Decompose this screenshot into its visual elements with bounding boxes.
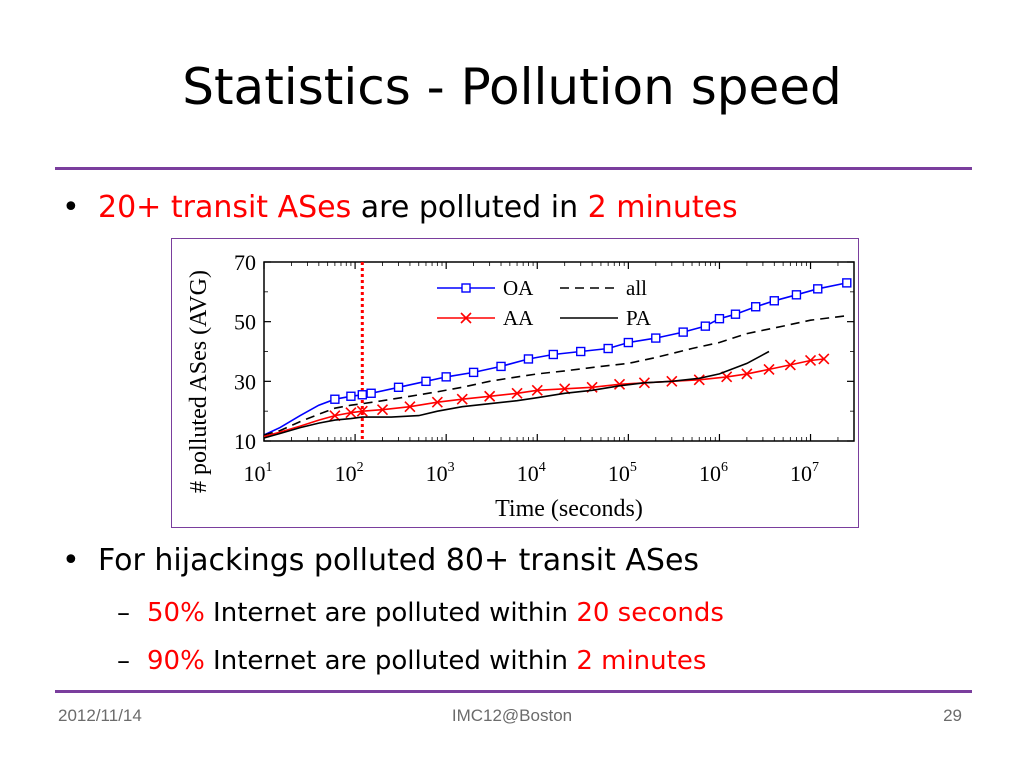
- legend-label-aa: AA: [503, 306, 534, 330]
- page-number: 29: [943, 706, 962, 725]
- sub-bullet-2: –90% Internet are polluted within 2 minu…: [117, 646, 706, 676]
- bullet-1: • 20+ transit ASes are polluted in 2 minu…: [62, 190, 738, 225]
- data-point-oa: [651, 333, 661, 343]
- x-tick-label: 105: [608, 460, 637, 486]
- data-point-oa: [468, 367, 479, 378]
- footer-venue: IMC12@Boston: [451, 706, 573, 725]
- bullet-symbol: •: [62, 190, 80, 225]
- bullet-2: • For hijackings polluted 80+ transit ASe…: [62, 543, 699, 578]
- chart-frame: 101 102 103 104 105 106 107 10 30 50 70 Time (secon…: [171, 238, 859, 528]
- sub-bullet-1-run-2: Internet are polluted within: [204, 598, 577, 628]
- series-line-all: [263, 314, 847, 436]
- sub-bullet-1-run-1: 50%: [147, 598, 205, 628]
- x-tick-label: 101: [244, 460, 273, 486]
- x-tick-label: 104: [517, 460, 546, 486]
- data-point-aa: [721, 371, 733, 383]
- y-tick-label: 30: [234, 369, 256, 394]
- sub-bullet-symbol: –: [117, 646, 130, 676]
- legend-label-oa: OA: [503, 276, 534, 300]
- data-point-oa: [730, 309, 741, 319]
- data-point-aa: [329, 410, 341, 422]
- legend-label-pa: PA: [626, 306, 652, 330]
- data-point-aa: [431, 396, 443, 408]
- data-point-aa: [741, 368, 753, 380]
- data-point-oa: [496, 361, 506, 372]
- legend-marker-aa: [460, 312, 472, 324]
- data-point-aa: [345, 407, 357, 419]
- data-point-oa: [700, 321, 711, 331]
- data-point-oa: [791, 290, 802, 300]
- data-point-aa: [356, 405, 368, 417]
- y-tick-label: 50: [234, 310, 256, 335]
- data-point-aa: [511, 387, 523, 399]
- bullet-1-run-1: 20+ transit ASes: [98, 190, 352, 225]
- data-point-oa: [421, 376, 431, 387]
- sub-bullet-2-run-2: Internet are polluted within: [204, 646, 577, 676]
- data-point-oa: [548, 349, 559, 360]
- data-point-oa: [769, 296, 779, 306]
- data-point-aa: [784, 359, 796, 371]
- sub-bullet-1: –50% Internet are polluted within 20 sec…: [117, 598, 724, 628]
- data-point-oa: [813, 284, 823, 294]
- x-tick-label: 103: [426, 460, 455, 486]
- data-point-oa: [603, 343, 613, 354]
- x-tick-label: 102: [335, 460, 364, 486]
- data-point-oa: [714, 313, 725, 324]
- sub-bullet-1-run-3: 20 seconds: [576, 598, 724, 628]
- sub-bullet-2-run-3: 2 minutes: [576, 646, 707, 676]
- data-point-oa: [678, 327, 688, 337]
- bullet-2-run-1: For hijackings polluted 80+ transit ASes: [98, 543, 700, 578]
- data-point-oa: [576, 346, 586, 357]
- data-point-oa: [330, 394, 340, 404]
- data-point-oa: [842, 278, 852, 288]
- y-axis-label: # polluted ASes (AVG): [186, 270, 212, 493]
- series-line-aa: [263, 358, 824, 438]
- data-point-oa: [346, 391, 356, 401]
- data-point-aa: [613, 378, 626, 390]
- data-point-aa: [763, 363, 775, 375]
- data-point-aa: [818, 353, 830, 365]
- data-point-oa: [357, 390, 368, 400]
- y-tick-label: 10: [234, 429, 256, 454]
- series-line-pa: [263, 350, 770, 439]
- data-point-aa: [376, 404, 389, 416]
- x-tick-label: 106: [699, 460, 728, 486]
- data-point-oa: [750, 302, 761, 312]
- series-line-oa: [263, 282, 847, 436]
- data-point-aa: [531, 384, 543, 396]
- bullet-1-run-2: are polluted in: [351, 190, 588, 225]
- sub-bullet-2-run-1: 90%: [147, 646, 205, 676]
- sub-bullet-symbol: –: [117, 598, 130, 628]
- footer-date: 2012/11/14: [58, 706, 142, 725]
- x-axis-label: Time (seconds): [495, 496, 643, 522]
- data-point-aa: [404, 401, 416, 413]
- data-point-oa: [623, 337, 634, 348]
- data-point-aa: [693, 374, 705, 386]
- pollution-speed-chart: 101 102 103 104 105 106 107 10 30 50 70 Time (secon…: [186, 250, 855, 522]
- data-point-oa: [393, 382, 404, 393]
- y-tick-label: 70: [234, 250, 256, 275]
- data-point-oa: [523, 354, 534, 364]
- slide-title: Statistics - Pollution speed: [182, 58, 842, 116]
- data-point-aa: [559, 383, 571, 395]
- data-point-oa: [441, 372, 451, 382]
- title-divider: [55, 167, 972, 170]
- data-point-aa: [484, 390, 496, 402]
- legend-label-all: all: [626, 276, 647, 300]
- footer-divider: [55, 690, 972, 693]
- legend-marker-oa: [461, 283, 471, 293]
- bullet-1-run-3: 2 minutes: [587, 190, 738, 225]
- data-point-aa: [456, 393, 468, 405]
- data-point-aa: [804, 354, 817, 367]
- bullet-symbol: •: [62, 543, 80, 578]
- data-point-oa: [366, 388, 376, 398]
- x-tick-label: 107: [790, 460, 819, 486]
